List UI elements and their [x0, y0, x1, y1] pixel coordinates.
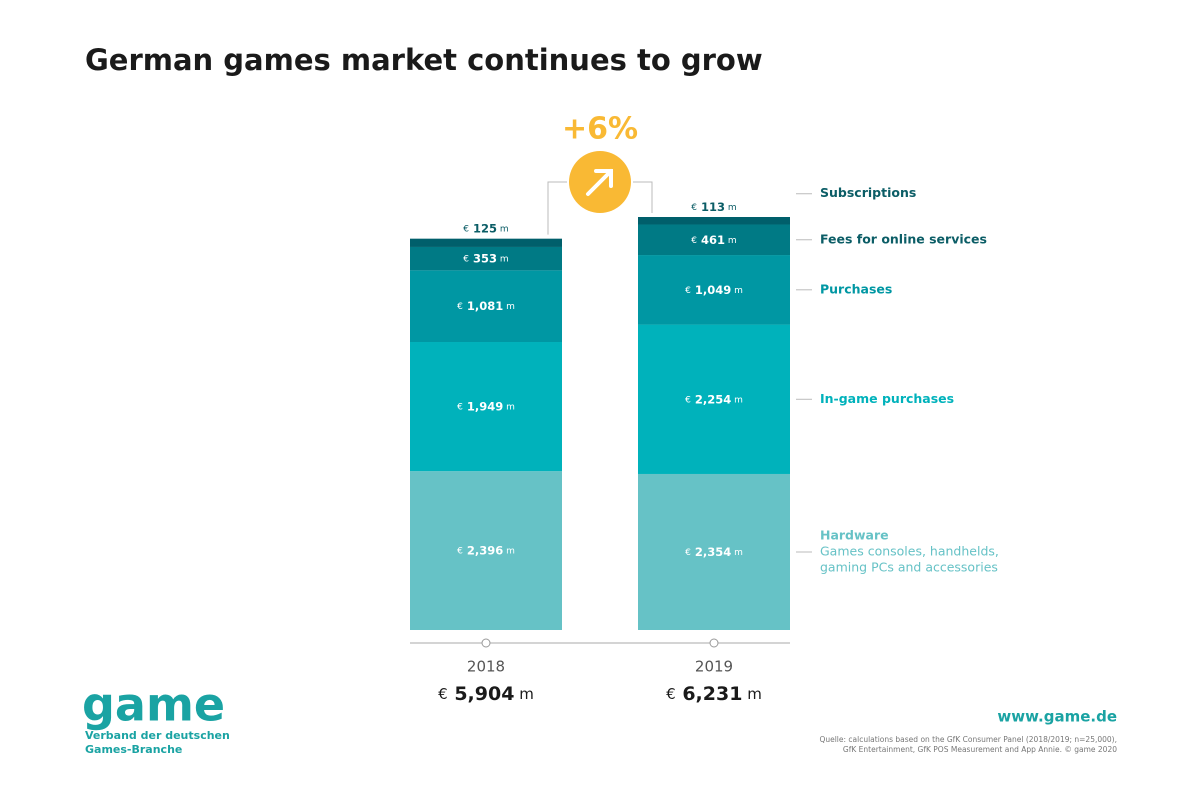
value-label: € 113 m [691, 200, 736, 214]
value-label: € 2,354 m [685, 544, 743, 558]
value-label: € 1,049 m [685, 282, 743, 296]
value-label: € 6,231 m [666, 683, 762, 705]
value-label: € 5,904 m [438, 683, 534, 705]
logo: game [82, 678, 225, 732]
tagline: Games-Branche [85, 743, 182, 756]
legend-label: Subscriptions [820, 185, 916, 200]
value-label: € 1,949 m [457, 399, 515, 413]
bar-segment [410, 246, 562, 271]
bar-segment [638, 324, 790, 474]
connector [547, 181, 567, 235]
value-label: € 1,081 m [457, 299, 515, 313]
bar-segment [638, 217, 790, 225]
connector [633, 181, 653, 213]
bar-segment [638, 224, 790, 256]
legend-label: In-game purchases [820, 391, 954, 406]
legend-description: gaming PCs and accessories [820, 559, 998, 574]
bar-segment [410, 238, 562, 247]
bar-segment [410, 270, 562, 343]
baseline-dot [709, 638, 719, 648]
x-tick-label: 2018 [467, 658, 505, 676]
bar-segment [410, 342, 562, 472]
legend-description: Games consoles, handhelds, [820, 543, 999, 558]
value-label: € 2,396 m [457, 543, 515, 557]
source: GfK Entertainment, GfK POS Measurement a… [843, 745, 1117, 754]
chart-title: German games market continues to grow [85, 43, 763, 77]
value-label: € 353 m [463, 251, 508, 265]
legend-label: Purchases [820, 281, 892, 296]
url: www.game.de [997, 708, 1117, 726]
value-label: € 461 m [691, 232, 736, 246]
bar-segment [638, 473, 790, 630]
bar-segment [410, 471, 562, 630]
tagline: Verband der deutschen [85, 729, 230, 742]
source: Quelle: calculations based on the GfK Co… [819, 735, 1117, 744]
legend-label: Hardware [820, 527, 889, 542]
bar-segment [638, 255, 790, 325]
value-label: € 125 m [463, 221, 508, 235]
baseline-dot [481, 638, 491, 648]
x-tick-label: 2019 [695, 658, 733, 676]
growth-arrow [586, 169, 613, 196]
growth-label: +6% [562, 112, 638, 147]
value-label: € 2,254 m [685, 392, 743, 406]
legend-label: Fees for online services [820, 231, 987, 246]
